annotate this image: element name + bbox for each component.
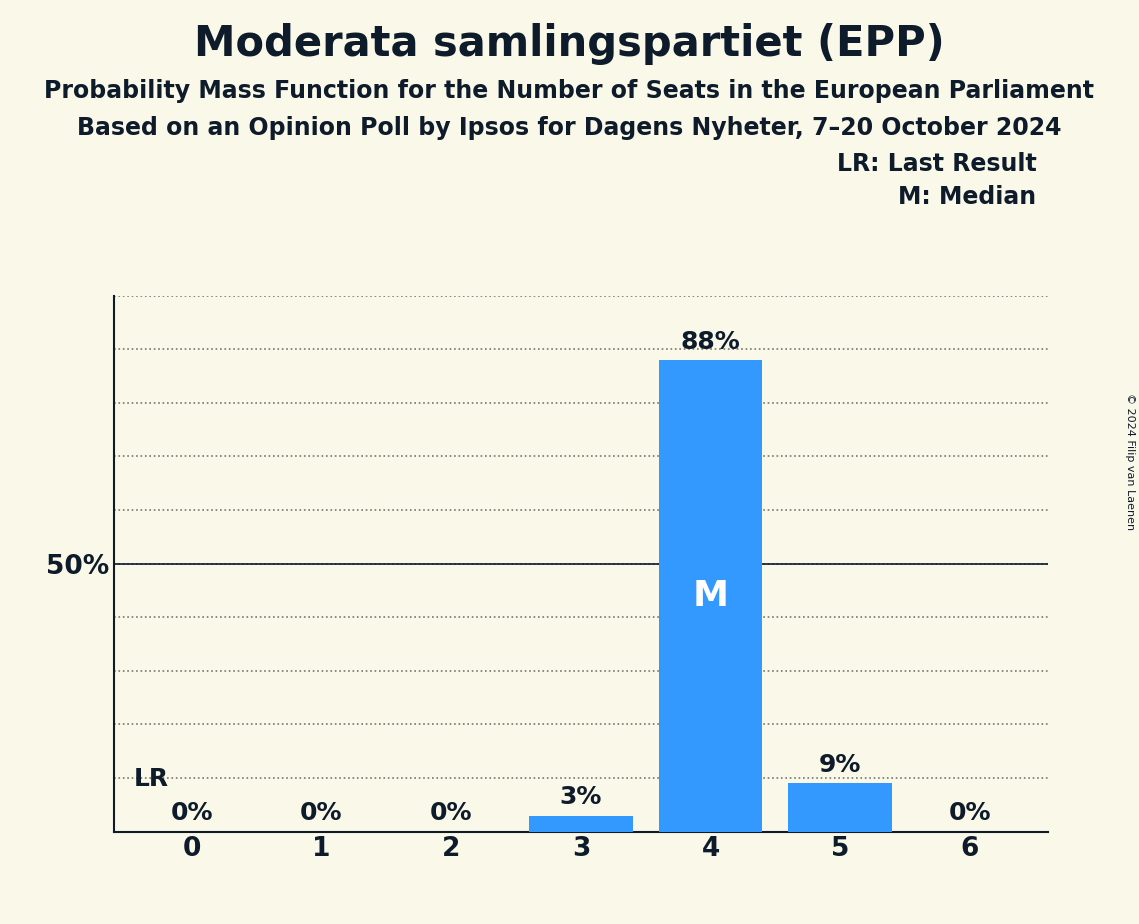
Text: Based on an Opinion Poll by Ipsos for Dagens Nyheter, 7–20 October 2024: Based on an Opinion Poll by Ipsos for Da…: [77, 116, 1062, 140]
Text: 9%: 9%: [819, 753, 861, 777]
Text: Probability Mass Function for the Number of Seats in the European Parliament: Probability Mass Function for the Number…: [44, 79, 1095, 103]
Text: 3%: 3%: [559, 785, 603, 809]
Text: M: Median: M: Median: [899, 185, 1036, 209]
Text: 0%: 0%: [301, 801, 343, 825]
Text: 0%: 0%: [949, 801, 991, 825]
Text: LR: LR: [133, 768, 169, 791]
Text: Moderata samlingspartiet (EPP): Moderata samlingspartiet (EPP): [194, 23, 945, 65]
Text: 0%: 0%: [429, 801, 473, 825]
Bar: [658, 360, 762, 832]
Text: M: M: [693, 578, 729, 613]
Text: 88%: 88%: [681, 330, 740, 354]
Text: 0%: 0%: [171, 801, 213, 825]
Bar: [528, 816, 633, 832]
Text: © 2024 Filip van Laenen: © 2024 Filip van Laenen: [1125, 394, 1134, 530]
Text: LR: Last Result: LR: Last Result: [837, 152, 1036, 176]
Bar: [788, 784, 892, 832]
